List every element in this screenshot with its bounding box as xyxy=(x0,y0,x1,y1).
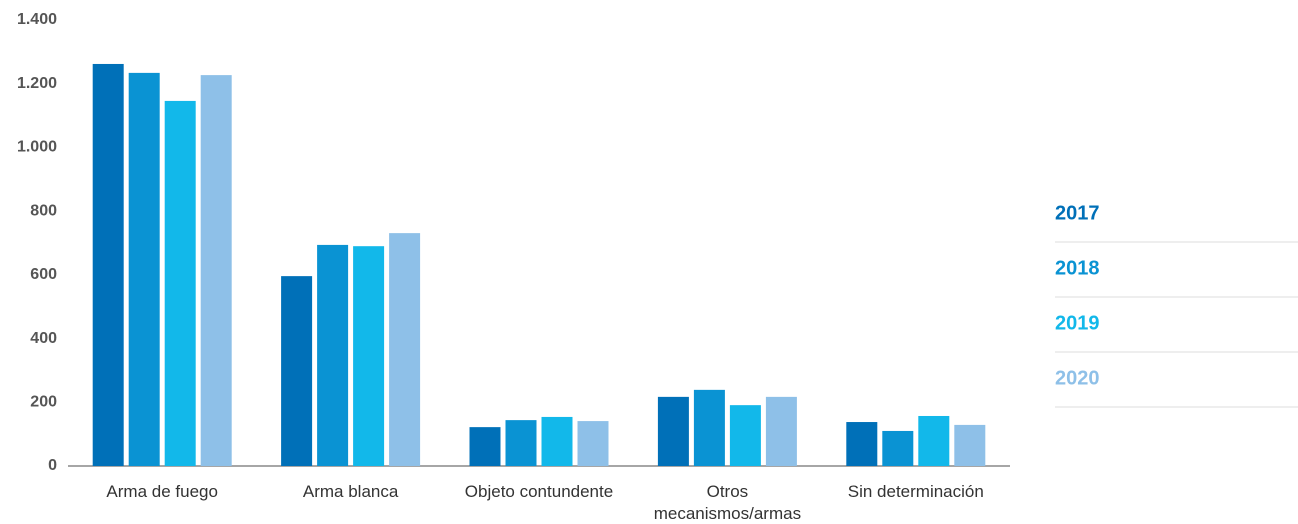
y-tick-label: 0 xyxy=(48,457,57,474)
legend-label: 2017 xyxy=(1055,202,1100,224)
x-tick-label: Arma blanca xyxy=(302,482,399,501)
bar xyxy=(918,415,950,466)
bar xyxy=(541,416,573,466)
bar xyxy=(657,396,689,466)
legend-label: 2018 xyxy=(1055,257,1100,279)
bar xyxy=(164,100,196,466)
bar xyxy=(765,396,797,466)
bar xyxy=(882,430,914,466)
x-tick-label: Arma de fuego xyxy=(106,482,218,501)
bar xyxy=(389,233,421,466)
y-tick-label: 600 xyxy=(30,266,57,283)
bar xyxy=(281,276,313,466)
y-tick-label: 200 xyxy=(30,394,57,411)
bar xyxy=(200,75,232,466)
bar xyxy=(729,405,761,466)
x-tick-label: Sin determinación xyxy=(847,482,984,501)
bar xyxy=(693,389,725,466)
y-tick-label: 800 xyxy=(30,202,57,219)
y-tick-label: 1.400 xyxy=(17,11,57,28)
legend-label: 2019 xyxy=(1055,312,1100,334)
bar xyxy=(577,421,609,466)
y-tick-label: 1.000 xyxy=(17,139,57,156)
bar xyxy=(954,424,986,466)
x-tick-label: Objeto contundente xyxy=(464,482,614,501)
bar xyxy=(128,72,160,466)
y-tick-label: 1.200 xyxy=(17,75,57,92)
x-tick-label: Otros mecanismos/armas xyxy=(653,482,802,523)
bar xyxy=(92,63,124,466)
bar xyxy=(317,244,349,466)
bar xyxy=(846,422,878,466)
y-tick-label: 400 xyxy=(30,330,57,347)
bar xyxy=(469,427,501,466)
bar xyxy=(353,246,385,466)
legend-label: 2020 xyxy=(1055,367,1100,389)
bar xyxy=(505,420,537,466)
